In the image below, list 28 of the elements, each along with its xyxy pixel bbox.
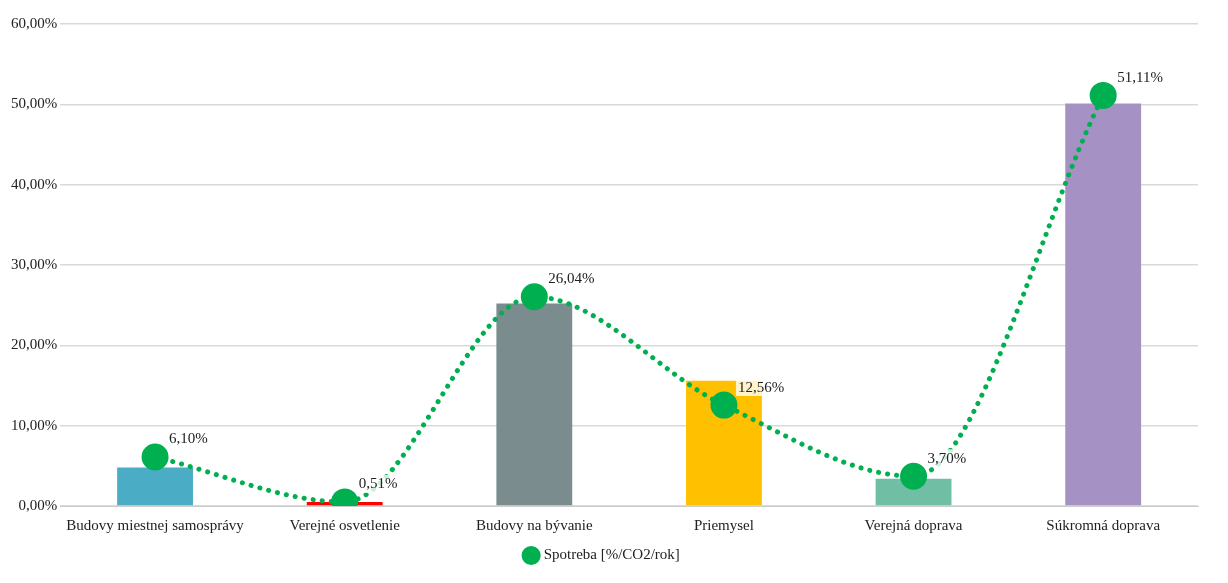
y-tick-label: 60,00%: [11, 14, 58, 31]
data-label: 3,70%: [927, 449, 967, 466]
data-label: 6,10%: [169, 430, 208, 447]
point: [1089, 81, 1117, 109]
point: [710, 391, 738, 419]
x-tick-label: Budovy miestnej samosprávy: [66, 516, 245, 533]
bar: [1065, 103, 1142, 506]
point: [900, 462, 928, 490]
point: [520, 283, 548, 311]
y-tick-label: 50,00%: [11, 95, 58, 112]
x-tick-label: Súkromná doprava: [1046, 516, 1161, 533]
x-tick-label: Priemysel: [693, 516, 754, 533]
x-tick-label: Budovy na bývanie: [475, 516, 593, 533]
data-label: 0,51%: [358, 475, 398, 492]
y-tick-label: 10,00%: [11, 416, 58, 433]
data-label: 51,11%: [1117, 68, 1163, 85]
bar: [496, 303, 573, 506]
data-label: 12,56%: [737, 378, 785, 395]
x-tick-label: Verejná doprava: [864, 516, 963, 533]
y-tick-label: 20,00%: [11, 336, 58, 353]
bar: [117, 467, 193, 506]
x-tick-label: Verejné osvetlenie: [289, 516, 401, 533]
y-tick-label: 40,00%: [11, 175, 58, 192]
legend-label: Spotreba [%/CO2/rok]: [543, 546, 680, 563]
y-tick-label: 30,00%: [11, 255, 58, 272]
point: [141, 443, 169, 471]
y-tick-label: 0,00%: [18, 496, 58, 513]
data-label: 26,04%: [548, 270, 595, 287]
